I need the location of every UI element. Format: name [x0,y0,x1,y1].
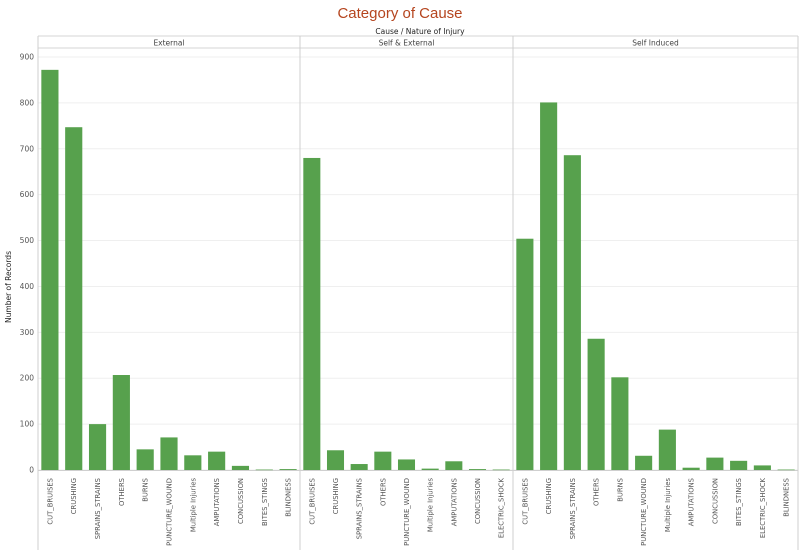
x-tick-label: BITES_STINGS [261,478,269,526]
x-tick-label: AMPUTATIONS [450,478,458,526]
x-tick-label: PUNCTURE_WOUND [403,478,411,546]
x-tick-label: OTHERS [379,478,387,506]
bar[interactable] [326,450,345,470]
panel-label: Self & External [379,39,435,48]
y-tick-label: 800 [20,98,35,107]
x-tick-label: PUNCTURE_WOUND [640,478,648,546]
x-tick-label: OTHERS [593,478,601,506]
bar[interactable] [136,449,154,470]
bar[interactable] [303,157,321,470]
panel-label: Self Induced [632,39,679,48]
x-tick-label: BURNS [142,478,150,502]
bar[interactable] [563,155,581,471]
x-tick-label: CONCUSSION [474,478,482,524]
panel-self-external: Self & External CUT_BRUISES CRUSHING SPRAIN… [299,36,510,550]
x-tick-label: CONCUSSION [711,478,719,524]
bar[interactable] [730,460,748,470]
panel-label: External [153,39,184,48]
x-tick-label: CRUSHING [70,478,78,514]
bar[interactable] [682,467,700,470]
bar[interactable] [492,469,510,471]
bar[interactable] [753,465,771,470]
bar[interactable] [374,451,392,470]
x-tick-label: Multiple Injuries [664,478,672,533]
bar[interactable] [445,461,463,470]
bar[interactable] [160,437,178,470]
x-tick-label: AMPUTATIONS [213,478,221,526]
y-tick-label: 400 [20,282,35,291]
bar[interactable] [587,338,605,470]
x-tick-label: Multiple Injuries [189,478,197,533]
bar[interactable] [658,429,676,470]
y-axis-title: Number of Records [4,251,13,323]
x-tick-label: ELECTRIC_SHOCK [498,477,506,538]
x-tick-label: CUT_BRUISES [521,478,529,525]
x-tick-label: ELECTRIC_SHOCK [759,477,767,538]
bar[interactable] [255,469,273,471]
x-tick-label: AMPUTATIONS [688,478,696,526]
bar[interactable] [208,451,226,470]
bar[interactable] [184,455,202,470]
panel-external: External CUT_BRUISES CRUSHING SPRAINS_STRAI… [37,36,297,550]
x-tick-label: BURNS [616,478,624,502]
gridlines [38,56,798,471]
x-tick-label: Multiple Injuries [427,478,435,533]
bar[interactable] [777,469,795,471]
bar[interactable] [421,468,439,470]
y-tick-label: 100 [20,420,35,429]
bar[interactable] [65,127,83,471]
bar[interactable] [279,469,297,470]
bar[interactable] [112,375,130,470]
y-tick-label: 500 [20,236,35,245]
y-tick-label: 0 [29,466,34,475]
x-tick-label: OTHERS [118,478,126,506]
column-header: Cause / Nature of Injury [375,27,465,36]
x-tick-label: CUT_BRUISES [46,478,54,525]
y-axis-ticks: 0 100 200 300 400 500 600 700 800 900 [20,53,35,475]
chart-title: Category of Cause [337,5,463,22]
x-tick-label: PUNCTURE_WOUND [166,478,174,546]
x-tick-label: BITES_STINGS [735,478,743,526]
x-tick-label: BLINDNESS [285,478,293,517]
x-tick-label: BLINDNESS [783,478,791,517]
y-tick-label: 700 [20,144,35,153]
bar[interactable] [88,424,107,470]
bar[interactable] [41,69,59,471]
x-tick-label: CRUSHING [545,478,553,514]
bar[interactable] [231,465,250,470]
bar[interactable] [468,469,487,470]
bar[interactable] [611,377,629,470]
panel-self-induced: Self Induced CUT_BRUISES CRUSHING SPRAINS_S… [512,36,799,550]
x-tick-label: SPRAINS_STRAINS [94,478,102,539]
y-tick-label: 900 [20,53,35,62]
bar[interactable] [706,457,724,470]
x-tick-label: SPRAINS_STRAINS [356,478,364,539]
bar[interactable] [397,459,416,470]
x-tick-label: CUT_BRUISES [308,478,316,525]
bar[interactable] [350,464,368,470]
bar[interactable] [635,455,653,470]
bar[interactable] [540,102,558,471]
y-tick-label: 300 [20,328,35,337]
panels: External CUT_BRUISES CRUSHING SPRAINS_STRAI… [37,35,799,550]
x-tick-label: CONCUSSION [237,478,245,524]
bar[interactable] [516,238,534,470]
x-tick-label: SPRAINS_STRAINS [569,478,577,539]
y-tick-label: 200 [20,374,35,383]
x-tick-label: CRUSHING [332,478,340,514]
y-tick-label: 600 [20,190,35,199]
